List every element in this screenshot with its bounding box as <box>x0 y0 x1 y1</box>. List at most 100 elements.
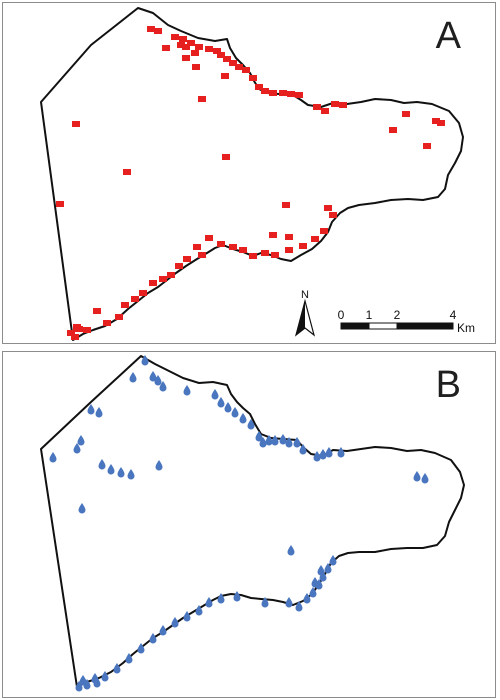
red-square-icon <box>205 46 213 52</box>
blue-drop-icon <box>315 579 323 590</box>
red-square-icon <box>217 52 225 58</box>
red-square-icon <box>223 56 231 62</box>
red-square-icon <box>193 244 201 250</box>
blue-drop-icon <box>311 577 319 588</box>
blue-drop-icon <box>159 381 167 392</box>
red-square-icon <box>179 36 187 42</box>
blue-drop-icon <box>77 435 85 446</box>
red-square-icon <box>131 296 139 302</box>
red-square-icon <box>287 91 295 97</box>
scale-bar-segment <box>340 322 370 330</box>
blue-drop-icon <box>279 434 287 445</box>
red-square-icon <box>167 272 175 278</box>
red-square-icon <box>182 55 190 61</box>
red-square-icon <box>139 290 147 296</box>
red-square-icon <box>221 73 229 79</box>
red-square-icon <box>279 90 287 96</box>
red-square-icon <box>239 247 247 253</box>
red-square-icon <box>313 104 321 110</box>
blue-drop-icon <box>101 671 109 682</box>
red-square-icon <box>299 243 307 249</box>
red-square-icon <box>329 212 337 218</box>
blue-drop-icon <box>329 555 337 566</box>
red-square-icon <box>205 235 213 241</box>
red-square-icon <box>235 64 243 70</box>
blue-drop-icon <box>303 593 311 604</box>
red-square-icon <box>295 92 303 98</box>
red-square-icon <box>83 327 91 333</box>
blue-drop-icon <box>171 617 179 628</box>
blue-drop-icon <box>127 469 135 480</box>
red-square-icon <box>249 75 257 81</box>
blue-drop-icon <box>265 435 273 446</box>
red-square-icon <box>324 205 332 211</box>
blue-drop-icon <box>141 355 149 366</box>
blue-drop-icon <box>293 437 301 448</box>
blue-drop-icon <box>113 663 121 674</box>
red-square-icon <box>271 252 279 258</box>
study-area-outline <box>40 355 465 688</box>
red-square-icon <box>229 244 237 250</box>
map-b-canvas <box>40 355 465 692</box>
site-markers-b <box>49 355 429 692</box>
blue-drop-icon <box>313 451 321 462</box>
blue-drop-icon <box>319 571 327 582</box>
red-square-icon <box>67 330 75 336</box>
red-square-icon <box>183 256 191 262</box>
red-square-icon <box>149 280 157 286</box>
map-panel-b: B <box>2 351 496 698</box>
red-square-icon <box>213 48 221 54</box>
red-square-icon <box>229 60 237 66</box>
blue-drop-icon <box>247 419 255 430</box>
blue-drop-icon <box>205 597 213 608</box>
blue-drop-icon <box>75 681 83 692</box>
map-a-canvas: N 0 1 2 4Km <box>40 7 475 341</box>
blue-drop-icon <box>319 449 327 460</box>
blue-drop-icon <box>125 653 133 664</box>
blue-drop-icon <box>154 375 162 386</box>
red-square-icon <box>261 250 269 256</box>
red-square-icon <box>285 247 293 253</box>
blue-drop-icon <box>255 431 263 442</box>
blue-drop-icon <box>155 460 163 471</box>
scale-bar-tick-label: 0 <box>338 308 345 322</box>
blue-drop-icon <box>217 397 225 408</box>
blue-drop-icon <box>309 587 317 598</box>
red-square-icon <box>175 263 183 269</box>
red-square-icon <box>269 232 277 238</box>
red-square-icon <box>222 154 230 160</box>
red-square-icon <box>217 241 225 247</box>
red-square-icon <box>103 320 111 326</box>
blue-drop-icon <box>337 447 345 458</box>
red-square-icon <box>198 96 206 102</box>
red-square-icon <box>331 101 339 107</box>
red-square-icon <box>320 228 328 234</box>
red-square-icon <box>321 108 329 114</box>
blue-drop-icon <box>413 471 421 482</box>
red-square-icon <box>159 276 167 282</box>
red-square-icon <box>72 121 80 127</box>
blue-drop-icon <box>87 404 95 415</box>
study-area-outline <box>40 7 464 341</box>
blue-drop-icon <box>117 467 125 478</box>
blue-drop-icon <box>98 459 106 470</box>
red-square-icon <box>255 84 263 90</box>
red-square-icon <box>198 252 206 258</box>
red-square-icon <box>402 111 410 117</box>
blue-drop-icon <box>287 545 295 556</box>
blue-drop-icon <box>49 452 57 463</box>
panel-label-a: A <box>435 15 461 57</box>
blue-drop-icon <box>91 673 99 684</box>
red-square-icon <box>261 88 269 94</box>
blue-drop-icon <box>149 371 157 382</box>
panel-label-b: B <box>435 364 461 406</box>
scale-bar-segment <box>368 322 398 330</box>
blue-drop-icon <box>317 565 325 576</box>
blue-drop-icon <box>324 563 332 574</box>
blue-drop-icon <box>149 633 157 644</box>
blue-drop-icon <box>261 597 269 608</box>
red-square-icon <box>182 44 190 50</box>
blue-drop-icon <box>107 464 115 475</box>
red-square-icon <box>191 50 199 56</box>
blue-drop-icon <box>95 407 103 418</box>
